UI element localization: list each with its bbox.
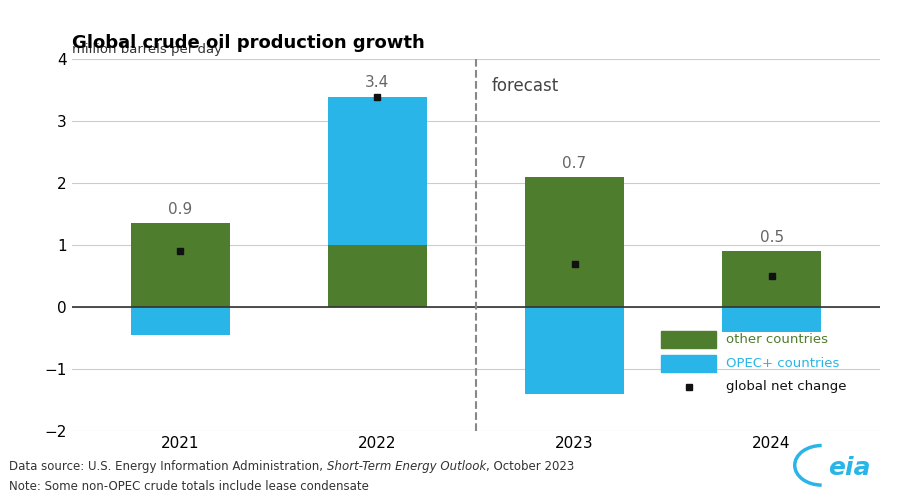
Text: million barrels per day: million barrels per day: [72, 43, 222, 56]
Bar: [661, 331, 717, 348]
Text: forecast: forecast: [492, 77, 559, 95]
Text: 3.4: 3.4: [365, 75, 390, 90]
Text: Short-Term Energy Outlook: Short-Term Energy Outlook: [327, 460, 486, 473]
Text: eia: eia: [829, 456, 871, 480]
Bar: [131, 307, 230, 335]
Text: , October 2023: , October 2023: [486, 460, 574, 473]
Bar: [525, 177, 624, 307]
Text: 0.5: 0.5: [760, 230, 784, 245]
Text: Global crude oil production growth: Global crude oil production growth: [72, 34, 425, 52]
Text: global net change: global net change: [726, 380, 847, 393]
Text: OPEC+ countries: OPEC+ countries: [726, 357, 840, 370]
Bar: [328, 245, 427, 307]
Bar: [661, 354, 717, 372]
Text: Note: Some non-OPEC crude totals include lease condensate: Note: Some non-OPEC crude totals include…: [9, 480, 369, 493]
Bar: [525, 307, 624, 394]
Text: 0.9: 0.9: [168, 202, 192, 217]
Text: Data source: U.S. Energy Information Administration,: Data source: U.S. Energy Information Adm…: [9, 460, 327, 473]
Bar: [722, 307, 821, 332]
Bar: [131, 223, 230, 307]
Text: 0.7: 0.7: [562, 156, 586, 171]
Text: other countries: other countries: [726, 333, 828, 346]
Bar: [328, 97, 427, 245]
Bar: [722, 251, 821, 307]
